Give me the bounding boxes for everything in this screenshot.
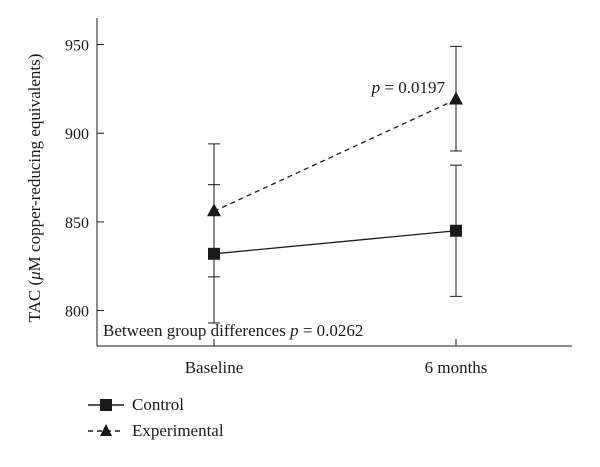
series-experimental — [207, 45, 463, 278]
series-line — [213, 230, 457, 255]
y-tick-label: 950 — [65, 38, 89, 55]
x-tick-label: 6 months — [425, 358, 488, 377]
y-axis-title: TAC (μM copper-reducing equivalents) — [25, 54, 44, 323]
p-value-annotation: p = 0.0197 — [371, 78, 446, 97]
y-ticks: 800 850 900 950 — [65, 38, 104, 321]
y-axis-label: TAC (μM copper-reducing equivalents) — [25, 54, 44, 323]
series-layer — [207, 45, 463, 324]
data-point-triangle — [449, 91, 463, 105]
p-value-symbol: p — [371, 78, 381, 97]
x-ticks: Baseline 6 months — [185, 339, 488, 377]
series-control — [208, 164, 462, 324]
y-axis-label-prefix: TAC ( — [25, 280, 44, 323]
y-tick-label: 850 — [65, 215, 89, 232]
y-tick-label: 800 — [65, 304, 89, 321]
y-axis-label-suffix: M copper-reducing equivalents) — [25, 54, 44, 272]
p-value-text: = 0.0197 — [380, 78, 445, 97]
x-tick-label: Baseline — [185, 358, 244, 377]
legend-item-experimental: Experimental — [86, 418, 326, 444]
legend: Control Experimental — [86, 392, 326, 444]
data-point-square — [450, 224, 462, 237]
square-marker-icon — [100, 399, 112, 411]
data-point-triangle — [207, 203, 221, 217]
between-group-annotation: Between group differences p = 0.0262 — [103, 321, 363, 340]
legend-label-control: Control — [132, 395, 184, 414]
legend-swatch-experimental — [88, 424, 124, 436]
triangle-marker-icon — [100, 424, 112, 436]
legend-item-control: Control — [86, 392, 326, 418]
between-group-p-symbol: p — [289, 321, 299, 340]
legend-label-experimental: Experimental — [132, 421, 224, 440]
between-group-p-value: = 0.0262 — [299, 321, 364, 340]
y-tick-label: 900 — [65, 126, 89, 143]
legend-swatch-control — [88, 399, 124, 411]
y-axis-label-mu: μ — [25, 271, 44, 281]
series-line — [213, 98, 457, 212]
between-group-text: Between group differences — [103, 321, 290, 340]
